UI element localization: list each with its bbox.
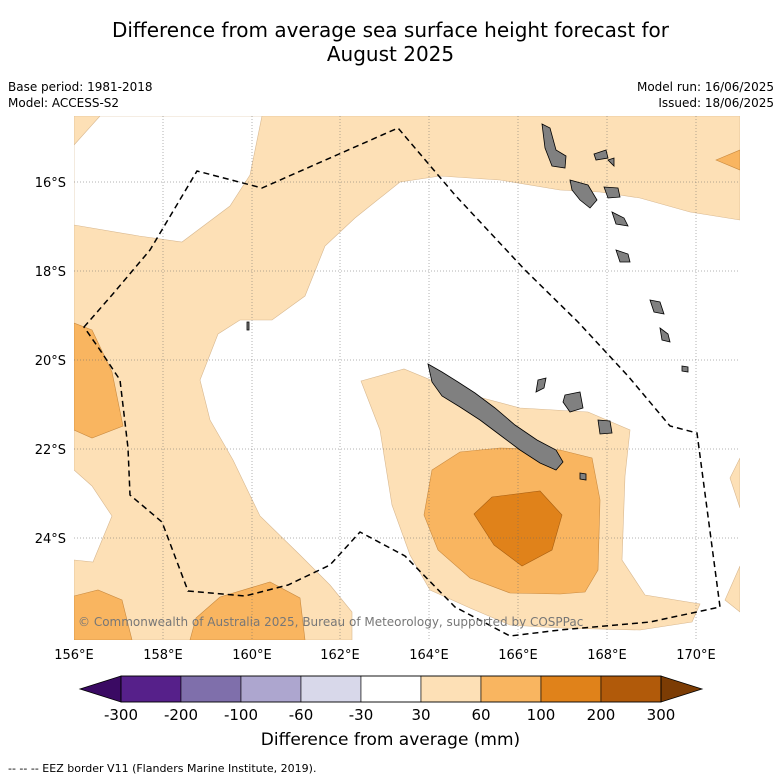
colorbar-cell <box>540 675 602 703</box>
lon-label: 158°E <box>143 648 183 663</box>
map-area: © Commonwealth of Australia 2025, Bureau… <box>74 116 740 640</box>
longitude-labels: 156°E 158°E 160°E 162°E 164°E 166°E 168°… <box>54 648 716 663</box>
lat-label: 22°S <box>35 443 66 458</box>
contour-60-100-west <box>74 322 124 439</box>
loyalty-islands-lifou <box>562 391 584 413</box>
landmasses <box>246 123 689 481</box>
latitude-labels: 16°S 18°S 20°S 22°S 24°S <box>35 176 66 547</box>
colorbar-cell <box>480 675 542 703</box>
meta-right: Model run: 16/06/2025 Issued: 18/06/2025 <box>637 79 774 111</box>
model-name: Model: ACCESS-S2 <box>8 96 120 110</box>
lat-label: 16°S <box>35 176 66 191</box>
colorbar-label: Difference from average (mm) <box>260 730 521 750</box>
lat-label: 20°S <box>35 354 66 369</box>
colorbar-cell <box>600 675 662 703</box>
colorbar: -300 -200 -100 -60 -30 30 60 100 200 300 <box>78 675 704 724</box>
lon-label: 164°E <box>409 648 449 663</box>
base-period: Base period: 1981-2018 <box>8 80 153 94</box>
vanuatu-erromango <box>611 211 629 227</box>
contour-60-100-northeast <box>715 149 740 171</box>
colorbar-tick-label: -30 <box>349 706 374 724</box>
vanuatu-efate <box>603 186 621 199</box>
issued-date: Issued: 18/06/2025 <box>658 96 774 110</box>
contour-30-60-main <box>74 116 740 640</box>
island-east-3 <box>681 365 689 373</box>
title-line-1: Difference from average sea surface heig… <box>111 18 670 42</box>
title-line-2: August 2025 <box>326 42 455 66</box>
vanuatu-espiritu-santo <box>541 123 567 169</box>
contour-60-100-south <box>189 581 306 640</box>
vanuatu-tanna <box>615 249 631 263</box>
colorbar-cells <box>120 675 662 703</box>
colorbar-tick-label: 30 <box>411 706 430 724</box>
colorbar-tick-label: 100 <box>527 706 556 724</box>
colorbar-cell <box>300 675 362 703</box>
contour-100-200-core <box>473 490 563 567</box>
vanuatu-ambrym <box>607 157 615 167</box>
contour-60-100-southwest <box>74 589 133 640</box>
colorbar-frame <box>120 675 662 703</box>
colorbar-tick-label: -200 <box>164 706 198 724</box>
colorbar-cell <box>120 675 182 703</box>
colorbar-extend-high <box>660 675 704 703</box>
chesterfield-reef <box>246 321 250 331</box>
vanuatu-malekula <box>569 179 598 209</box>
colorbar-cell <box>360 675 422 703</box>
lon-label: 166°E <box>498 648 538 663</box>
colorbar-cell <box>240 675 302 703</box>
lon-label: 162°E <box>320 648 360 663</box>
colorbar-cell <box>180 675 242 703</box>
lon-label: 170°E <box>676 648 716 663</box>
eez-border <box>83 127 721 637</box>
loyalty-islands-ouvea <box>535 377 547 393</box>
model-run: Model run: 16/06/2025 <box>636 80 774 94</box>
map-title: Difference from average sea surface heig… <box>0 18 781 66</box>
vanuatu-maewo <box>593 149 609 161</box>
lon-label: 156°E <box>54 648 94 663</box>
colorbar-tick-label: 300 <box>647 706 676 724</box>
loyalty-islands-mare <box>597 419 613 435</box>
new-caledonia-island <box>427 363 564 471</box>
gridlines <box>74 116 740 640</box>
lon-label: 160°E <box>232 648 272 663</box>
colorbar-tick-label: -300 <box>104 706 138 724</box>
lat-label: 24°S <box>35 532 66 547</box>
lat-label: 18°S <box>35 265 66 280</box>
island-east-1 <box>649 299 665 315</box>
contour-30-60-east <box>724 457 740 613</box>
isle-of-pines <box>579 472 587 481</box>
eez-footnote: -- -- -- EEZ border V11 (Flanders Marine… <box>8 762 317 775</box>
copyright-notice: © Commonwealth of Australia 2025, Bureau… <box>78 615 583 629</box>
colorbar-tick-label: 200 <box>587 706 616 724</box>
colorbar-cell <box>420 675 482 703</box>
lon-label: 168°E <box>587 648 627 663</box>
meta-left: Base period: 1981-2018 Model: ACCESS-S2 <box>8 79 153 111</box>
colorbar-tick-label: 60 <box>471 706 490 724</box>
island-east-2 <box>659 327 671 343</box>
colorbar-extend-low <box>78 675 122 703</box>
colorbar-tick-label: -60 <box>289 706 314 724</box>
colorbar-ticks: -300 -200 -100 -60 -30 30 60 100 200 300 <box>104 706 675 724</box>
colorbar-tick-label: -100 <box>224 706 258 724</box>
